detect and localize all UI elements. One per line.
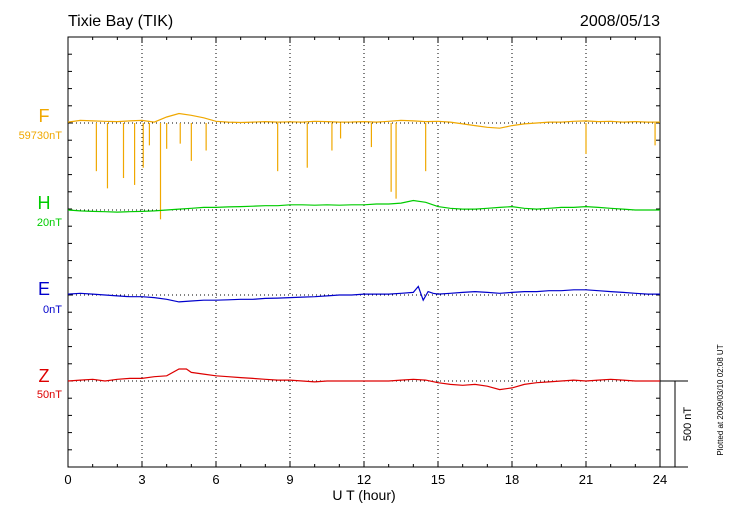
series-name-E: E — [38, 279, 50, 299]
x-tick-label: 6 — [212, 472, 219, 487]
x-axis-title: U T (hour) — [332, 487, 395, 503]
series-line-H — [67, 199, 660, 213]
date-label: 2008/05/13 — [580, 13, 660, 30]
series-name-Z: Z — [39, 366, 50, 386]
series-line-F — [67, 112, 660, 129]
x-tick-label: 0 — [64, 472, 71, 487]
scale-bar: 500 nT — [660, 380, 694, 468]
scale-bar-label: 500 nT — [682, 407, 694, 442]
x-tick-label: 24 — [653, 472, 667, 487]
series-baseline-E: 0nT — [43, 304, 62, 316]
grid — [141, 37, 587, 467]
x-tick-label: 12 — [357, 472, 371, 487]
series-name-F: F — [39, 106, 50, 126]
x-tick-label: 3 — [138, 472, 145, 487]
series-baseline-H: 20nT — [37, 217, 62, 229]
x-tick-label: 15 — [431, 472, 445, 487]
plotted-at-note: Plotted at 2009/03/10 02:08 UT — [716, 344, 725, 455]
series-line-Z — [67, 368, 660, 391]
x-tick-label: 18 — [505, 472, 519, 487]
axis-ticks — [67, 36, 661, 468]
series-lines — [67, 112, 660, 391]
x-tick-labels: 0 3 6 9 12 15 18 21 24 — [64, 472, 667, 487]
series-line-E — [67, 285, 660, 303]
station-title: Tixie Bay (TIK) — [68, 13, 173, 30]
series-baseline-Z: 50nT — [37, 389, 62, 401]
series-baseline-F: 59730nT — [19, 130, 63, 142]
x-tick-label: 21 — [579, 472, 593, 487]
x-tick-label: 9 — [286, 472, 293, 487]
series-name-H: H — [38, 193, 51, 213]
series-labels: F 59730nT H 20nT E 0nT Z 50nT — [19, 106, 63, 401]
